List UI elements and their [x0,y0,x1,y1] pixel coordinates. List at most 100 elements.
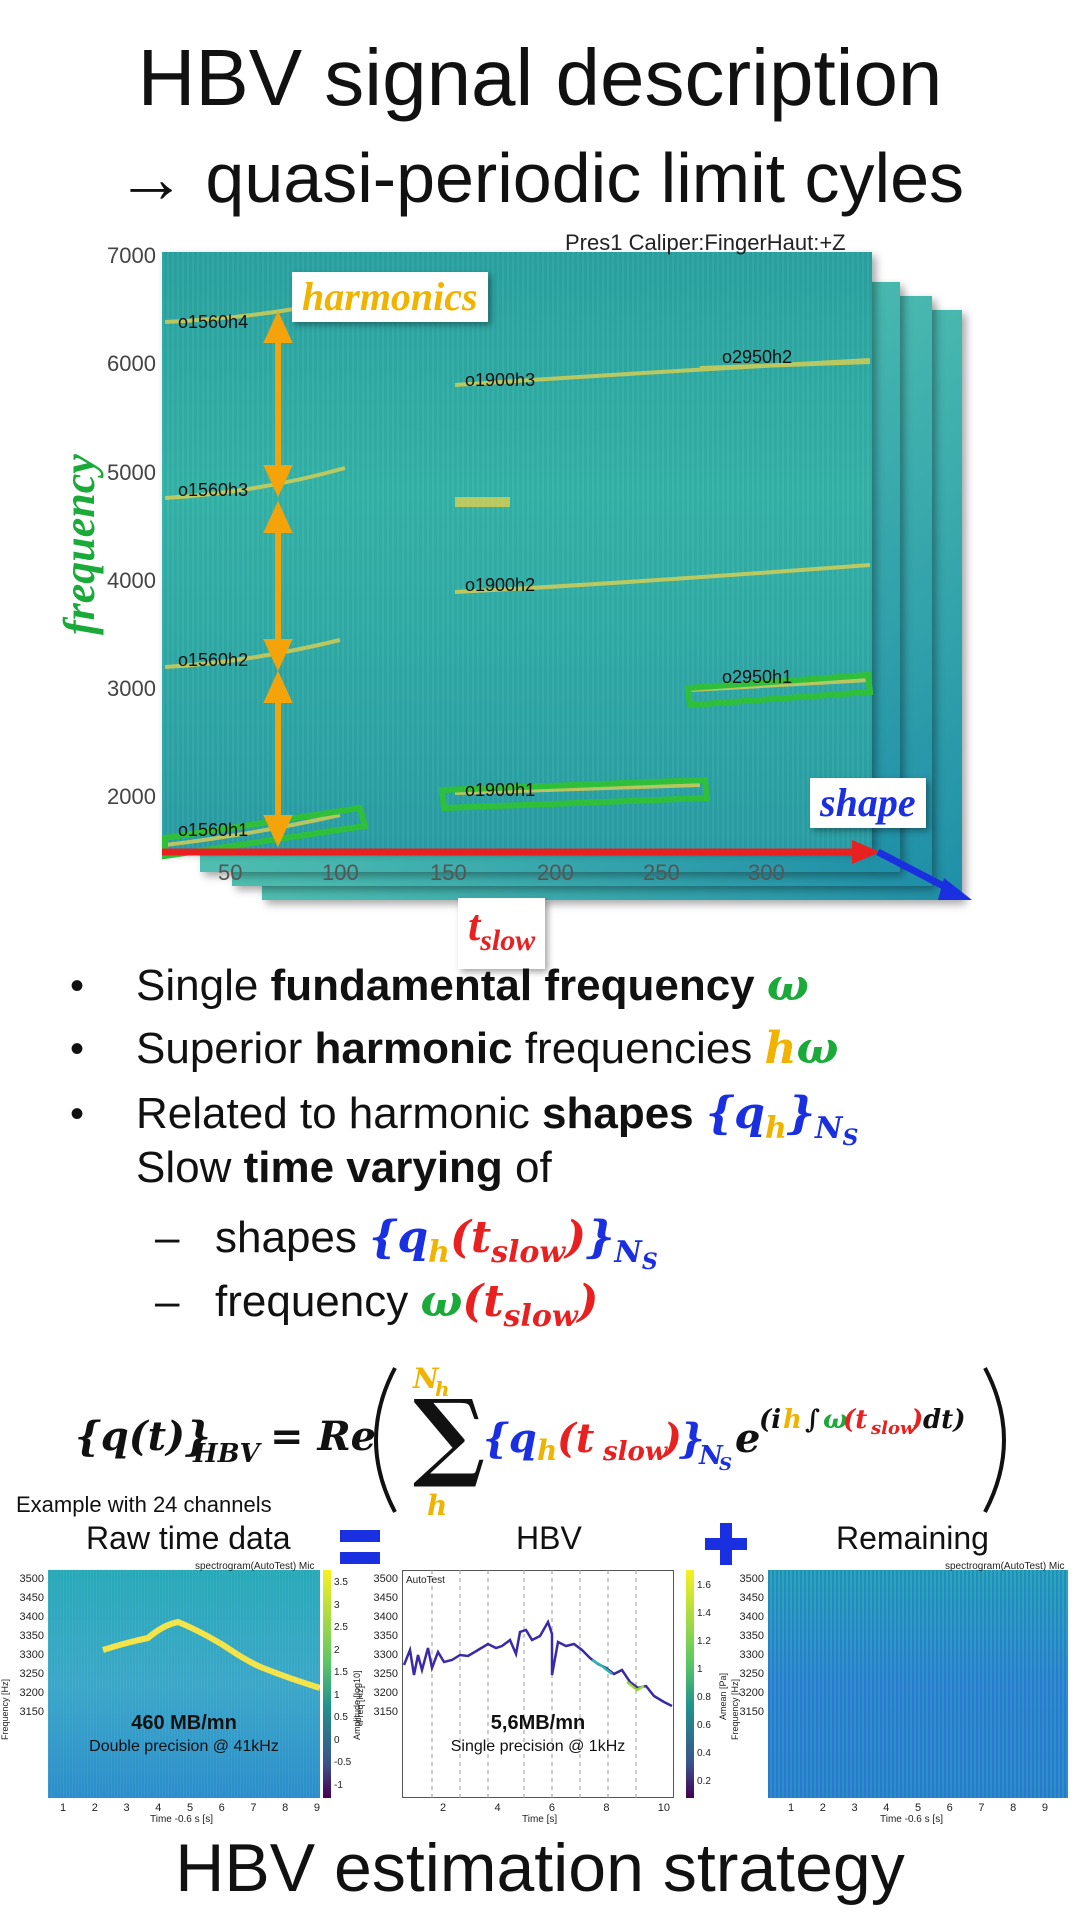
bullet-bold: fundamental frequency [270,961,767,1010]
remaining-y-ticks: 3500 3450 3400 3350 3300 3250 3200 3150 [739,1573,764,1718]
sub-bullet-text: shapes [215,1213,370,1262]
svg-text:N: N [412,1362,440,1395]
equals-icon [340,1530,380,1566]
dash: – [155,1277,180,1326]
slide-title: HBV signal description [137,33,943,122]
t-slow-arrow [162,840,880,864]
frequency-axis-annotation: frequency [55,454,104,635]
bullet-bold: harmonic [314,1024,513,1073]
harmonic-label: o1560h2 [178,650,249,670]
svg-text:N: N [698,1441,724,1471]
shape-arrow [876,848,972,900]
hbv-x-ticks: 2 4 6 8 10 [440,1802,670,1814]
bullet-text: frequencies [512,1024,765,1073]
svg-text:{q: {q [483,1415,537,1462]
remaining-ylabel: Frequency [Hz] [730,1678,740,1740]
spectrogram-title: Pres1 Caliper:FingerHaut:+Z [565,230,846,255]
svg-text:dt): dt) [923,1405,966,1435]
highlight-o1900h1 [438,776,711,812]
example-caption: Example with 24 channels [16,1492,272,1517]
hbv-precision: Single precision @ 1kHz [450,1738,626,1755]
arrowhead-down-2 [263,639,293,672]
hbv-size: 5,6MB/mn [490,1712,586,1734]
y-tick: 2000 [107,784,156,809]
h-symbol: h [764,1023,797,1074]
harmonic-label: o2950h1 [722,667,793,687]
svg-text:∫: ∫ [805,1405,820,1435]
sub-bullet-text: frequency [215,1277,421,1326]
hbv-title: AutoTest [406,1575,445,1586]
y-tick: 4000 [107,568,156,593]
slide-subtitle: → quasi-periodic limit cyles [115,139,965,217]
hbv-y-ticks: 3500 3450 3400 3350 3300 3250 3200 3150 [373,1573,398,1718]
svg-text:HBV: HBV [192,1439,263,1469]
bullet-text: Single [136,961,271,1010]
t-slow-base: t [468,901,481,950]
raw-ylabel: Frequency [Hz] [0,1678,10,1740]
shapes-set-math: {qh}NS [705,1088,859,1151]
harmonic-label: o1900h2 [465,575,536,595]
svg-text:S: S [719,1454,732,1475]
arrowhead-down-3 [263,815,293,848]
svg-text:): ) [661,1415,682,1462]
arrowhead-up-2 [263,500,293,533]
t-slow-sub: slow [480,923,536,957]
bullet-dot: • [70,1092,85,1136]
harmonic-label: o1560h4 [178,312,249,332]
svg-text:(t: (t [557,1415,595,1462]
t-slow-annotation: tslow [458,898,546,969]
bullet-dot: • [70,964,85,1008]
bullet-text: Slow [136,1143,244,1192]
ridge-o1900h2 [454,563,871,594]
svg-text:h: h [783,1405,802,1435]
raw-size: 460 MB/mn [131,1712,237,1734]
arrowhead-up-1 [263,310,293,343]
remaining-title: spectrogram(AutoTest) Mic [945,1561,1065,1572]
x-tick: 200 [537,860,574,885]
hbv-formula: {q(t)} HBV = Re ∑ N h h {q h (t slow ) }… [75,1362,1006,1520]
harmonic-label: o2950h2 [722,347,793,367]
svg-text:slow: slow [602,1437,669,1467]
omega-tslow-math: ω(tslow) [420,1276,599,1334]
y-tick: 7000 [107,243,156,268]
svg-text:ω: ω [823,1405,848,1435]
remaining-plot-area [768,1570,1068,1798]
y-tick: 6000 [107,351,156,376]
svg-text:(i: (i [759,1405,781,1435]
hbv-cbar-ticks: 1.6 1.4 1.2 1 0.8 0.6 0.4 0.2 [697,1580,711,1787]
x-tick: 100 [322,860,359,885]
raw-title: spectrogram(AutoTest) Mic [195,1561,315,1572]
svg-text:(t: (t [843,1405,867,1435]
x-tick: 50 [218,860,243,885]
highlight-o2950h1 [684,671,874,709]
raw-y-ticks: 3500 3450 3400 3350 3300 3250 3200 3150 [19,1573,44,1718]
svg-text:slow: slow [870,1418,917,1439]
bullet-text: Related to harmonic [136,1089,542,1138]
omega-symbol: ω [796,1023,839,1074]
raw-ridge [102,1618,320,1691]
hbv-xlabel: Time [s] [522,1814,558,1825]
raw-precision: Double precision @ 41kHz [89,1738,279,1755]
svg-text:): ) [910,1405,923,1435]
svg-text:h: h [537,1434,557,1467]
raw-plot-area [48,1570,320,1798]
ridge-o1560h1 [164,813,341,847]
ridge-o1560h3 [164,466,346,500]
remaining-label: Remaining [836,1520,989,1556]
bullet-text: Superior [136,1024,315,1073]
hbv-curve [402,1570,673,1798]
bullet-bold: shapes [542,1089,706,1138]
raw-colorbar [323,1570,331,1798]
bullet-bold: time varying [243,1143,503,1192]
omega-symbol: ω [766,960,809,1011]
shapes-tslow-math: {qh(tslow)}NS [369,1212,658,1275]
x-tick: 150 [430,860,467,885]
svg-text:{q(t)}: {q(t)} [75,1413,211,1460]
svg-text:}: } [679,1415,705,1462]
raw-cbar-ticks: 3.5 3 2.5 2 1.5 1 0.5 0 -0.5 -1 [334,1577,352,1791]
x-tick: 250 [643,860,680,885]
ridge-o1900h1 [454,783,701,795]
raw-xlabel: Time -0.6 s [s] [150,1814,213,1825]
y-tick: 5000 [107,460,156,485]
